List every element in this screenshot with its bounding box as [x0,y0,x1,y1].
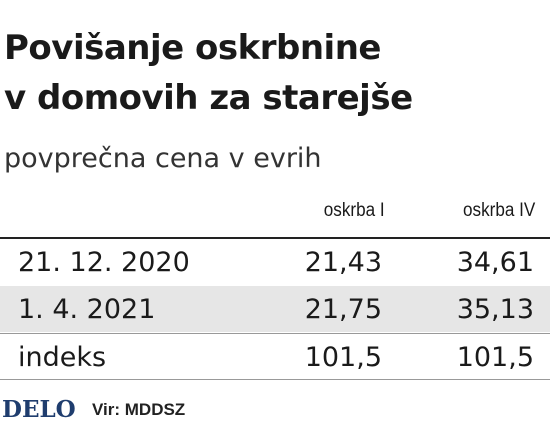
table-row: 1. 4. 2021 21,75 35,13 [0,286,550,332]
table-cell: 21,75 [304,294,382,325]
table-cell: 21,43 [304,247,382,278]
table-row: 21. 12. 2020 21,43 34,61 [0,239,550,285]
table-cell: indeks [18,342,107,373]
rule [0,379,550,380]
title-line: Povišanje oskrbnine [4,28,381,68]
table-cell: 101,5 [304,342,382,373]
table-row: indeks 101,5 101,5 [0,333,550,380]
table-cell: 35,13 [456,294,534,325]
logo: DELO [2,396,76,423]
table-cell: 21. 12. 2020 [18,247,190,278]
column-header: oskrba I [324,200,385,221]
column-header: oskrba IV [462,200,535,221]
table-cell: 34,61 [456,247,534,278]
subtitle: povprečna cena v evrih [4,143,322,174]
rule [0,237,550,239]
table-cell: 1. 4. 2021 [18,294,156,325]
title-line: v domovih za starejše [4,78,413,118]
source: Vir: MDDSZ [92,400,186,419]
table-cell: 101,5 [456,342,534,373]
